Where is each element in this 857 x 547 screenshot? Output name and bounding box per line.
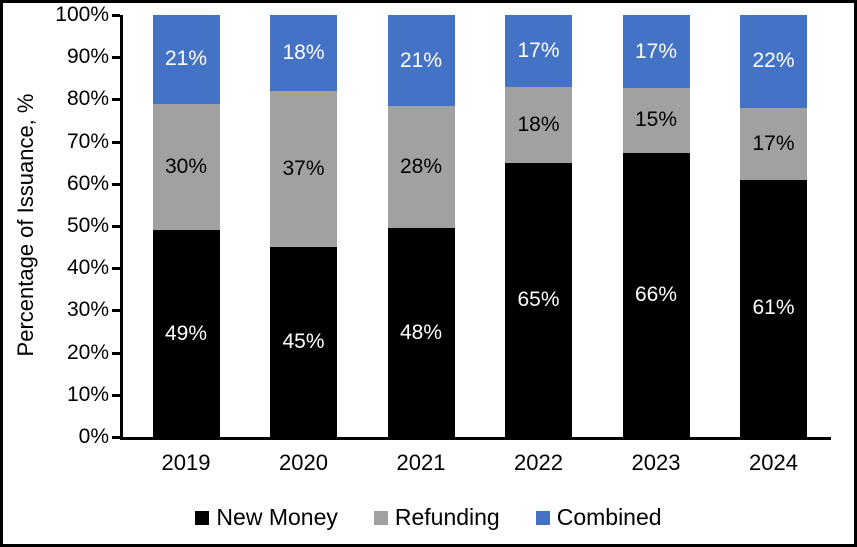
segment-value-label: 65%	[517, 287, 560, 311]
bar-2023-segment-combined: 17%	[622, 15, 690, 89]
bar-2019-segment-new-money: 49%	[152, 230, 220, 437]
bar-2019-segment-refunding: 30%	[152, 103, 220, 231]
segment-value-label: 49%	[164, 321, 208, 345]
segment-value-label: 61%	[752, 296, 795, 320]
y-tick-label: 90%	[66, 45, 109, 69]
bar-2024: 22% 17% 61%	[740, 15, 807, 437]
bar-2020-segment-new-money: 45%	[270, 247, 337, 437]
segment-value-label: 17%	[752, 131, 795, 155]
y-tick-mark	[112, 436, 120, 439]
bar-2020-segment-combined: 18%	[270, 15, 337, 91]
segment-value-label: 21%	[164, 47, 208, 71]
bar-2020-segment-refunding: 37%	[270, 90, 337, 248]
legend-swatch-icon	[195, 510, 210, 525]
segment-value-label: 28%	[399, 155, 443, 179]
segment-value-label: 48%	[399, 320, 443, 344]
segment-value-label: 18%	[517, 112, 560, 136]
segment-value-label: 17%	[634, 39, 678, 63]
segment-value-label: 18%	[282, 40, 325, 64]
segment-value-label: 30%	[164, 154, 208, 178]
y-tick-label: 0%	[78, 425, 109, 448]
y-tick-mark	[112, 267, 120, 271]
segment-value-label: 17%	[517, 38, 560, 62]
legend-swatch-icon	[535, 510, 550, 525]
legend-item-refunding: Refunding	[373, 504, 500, 531]
y-tick-label: 70%	[66, 129, 109, 153]
bar-2024-segment-refunding: 17%	[740, 107, 807, 180]
y-tick-mark	[112, 309, 120, 313]
y-tick-label: 60%	[66, 171, 109, 195]
bar-2021-segment-refunding: 28%	[387, 106, 455, 229]
segment-value-label: 15%	[634, 108, 678, 132]
y-tick-mark	[112, 98, 120, 102]
y-tick-label: 80%	[66, 87, 109, 111]
x-tick-label-2022: 2022	[514, 450, 563, 475]
x-tick-label-2020: 2020	[279, 450, 328, 475]
y-tick-mark	[112, 225, 120, 228]
legend-label: Refunding	[394, 504, 500, 530]
legend: New Money Refunding Combined	[3, 504, 854, 531]
x-tick-label-2021: 2021	[396, 450, 446, 475]
y-tick-mark	[112, 393, 120, 397]
segment-value-label: 22%	[752, 49, 795, 73]
legend-label: Combined	[556, 504, 662, 530]
legend-label: New Money	[216, 504, 338, 530]
y-tick-mark	[112, 140, 120, 144]
bar-2021-segment-new-money: 48%	[387, 228, 455, 437]
bar-2022-segment-combined: 17%	[505, 15, 572, 87]
bar-2019-segment-combined: 21%	[152, 15, 220, 104]
y-tick-mark	[112, 351, 120, 355]
bar-2021-segment-combined: 21%	[387, 15, 455, 107]
bar-2022: 17% 18% 65%	[505, 15, 572, 437]
bar-2024-segment-combined: 22%	[740, 15, 807, 108]
y-tick-label: 100%	[55, 3, 109, 26]
bar-2019: 21% 30% 49%	[152, 15, 220, 437]
legend-swatch-icon	[373, 510, 388, 525]
legend-item-combined: Combined	[535, 504, 662, 531]
x-axis-line	[120, 437, 831, 440]
segment-value-label: 21%	[399, 48, 443, 72]
x-tick-label-2024: 2024	[749, 450, 798, 475]
bar-2020: 18% 37% 45%	[270, 15, 337, 437]
y-tick-mark	[112, 14, 120, 17]
y-tick-label: 40%	[66, 256, 109, 280]
y-axis-line	[120, 15, 123, 440]
y-tick-mark	[112, 56, 120, 60]
segment-value-label: 37%	[282, 157, 325, 181]
y-tick-label: 30%	[66, 298, 109, 322]
y-tick-label: 20%	[66, 340, 109, 364]
x-tick-label-2019: 2019	[161, 450, 211, 475]
bar-2022-segment-refunding: 18%	[505, 86, 572, 163]
bar-2022-segment-new-money: 65%	[505, 162, 572, 437]
segment-value-label: 66%	[634, 282, 678, 306]
legend-item-new-money: New Money	[195, 504, 338, 531]
bar-2023-segment-refunding: 15%	[622, 88, 690, 153]
bar-2021: 21% 28% 48%	[387, 15, 455, 437]
y-tick-label: 50%	[66, 214, 109, 237]
bar-2023: 17% 15% 66%	[622, 15, 690, 437]
bar-2024-segment-new-money: 61%	[740, 179, 807, 437]
y-tick-label: 10%	[66, 382, 109, 406]
x-tick-label-2023: 2023	[631, 450, 681, 475]
segment-value-label: 45%	[282, 330, 325, 354]
bar-2023-segment-new-money: 66%	[622, 152, 690, 437]
y-tick-mark	[112, 182, 120, 186]
